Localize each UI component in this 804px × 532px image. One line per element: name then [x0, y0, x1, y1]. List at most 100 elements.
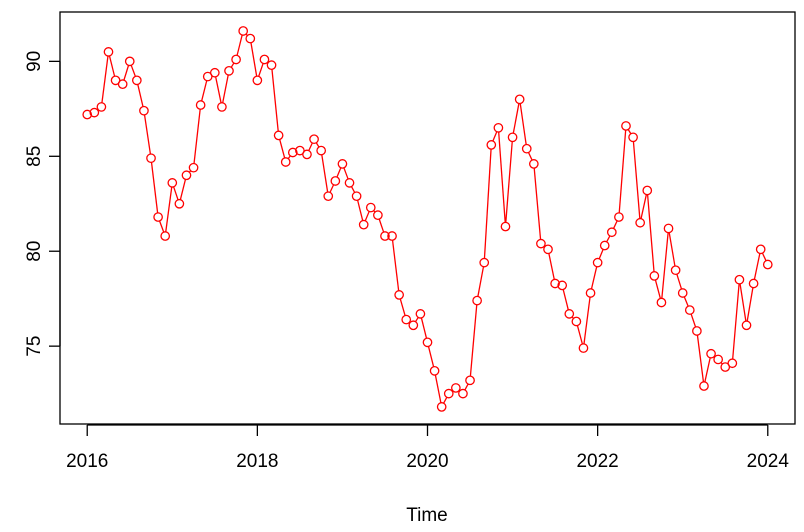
series-line-segment — [271, 69, 279, 132]
data-point — [117, 79, 128, 89]
series-line-segment — [512, 103, 520, 134]
data-point — [692, 326, 702, 336]
series-line-segment — [391, 240, 400, 291]
y-tick-label: 90 — [24, 51, 45, 72]
series-line-segment — [646, 194, 655, 272]
series-line-segment — [590, 266, 598, 290]
series-line-segment — [350, 186, 356, 193]
series-line-segment — [123, 65, 130, 81]
data-point — [146, 153, 156, 164]
series-line-segment — [753, 253, 761, 280]
data-point — [628, 132, 638, 143]
series-line-segment — [519, 103, 527, 145]
series-line-segment — [427, 346, 435, 367]
series-line-segment — [548, 253, 555, 280]
data-point — [96, 102, 107, 112]
series-line-segment — [583, 297, 591, 344]
data-point — [451, 383, 461, 393]
series-line-segment — [690, 313, 697, 328]
series-line-segment — [215, 76, 222, 103]
x-tick-label: 2022 — [576, 451, 618, 472]
data-point — [124, 56, 135, 67]
data-point — [273, 130, 284, 141]
series-line-segment — [258, 63, 264, 77]
data-point — [82, 109, 93, 120]
data-point — [458, 388, 468, 399]
series-line-segment — [165, 186, 173, 232]
series-line-segment — [613, 220, 618, 229]
series-line-segment — [696, 335, 705, 382]
series-line-segment — [477, 266, 485, 297]
data-point — [536, 238, 546, 249]
data-point — [621, 121, 631, 131]
series-line-segment — [598, 249, 604, 259]
x-tick-label: 2020 — [406, 451, 448, 472]
series-line-segment — [315, 142, 320, 148]
series-line-segment — [676, 274, 683, 290]
data-point — [521, 143, 532, 154]
series-line-segment — [746, 287, 754, 322]
series-line-segment — [173, 186, 179, 200]
data-point — [543, 244, 553, 255]
data-point — [209, 67, 220, 78]
y-tick-label: 85 — [24, 146, 45, 167]
data-point — [415, 309, 426, 319]
data-point — [394, 290, 404, 300]
x-tick-label: 2024 — [747, 451, 790, 472]
data-point — [351, 191, 362, 202]
series-line-segment — [236, 34, 243, 56]
data-point — [585, 288, 596, 298]
data-point — [642, 185, 653, 196]
data-point — [401, 314, 412, 325]
data-point — [266, 60, 277, 71]
series-line-segment — [201, 80, 208, 102]
series-line-segment — [492, 131, 498, 142]
data-point — [245, 33, 256, 44]
data-point — [103, 47, 114, 57]
data-point — [380, 231, 390, 241]
data-point — [479, 257, 490, 268]
data-point — [507, 132, 518, 143]
x-axis: 2016 2018 2020 2022 2024 — [66, 424, 790, 472]
series-line-segment — [179, 179, 187, 200]
series-line-segment — [498, 131, 506, 223]
series-line-segment — [222, 74, 229, 103]
x-tick-label: 2016 — [66, 451, 108, 472]
data-point — [287, 147, 298, 158]
data-point — [195, 100, 206, 110]
series-line-segment — [356, 200, 364, 221]
data-point — [599, 240, 610, 251]
data-point — [422, 337, 433, 348]
data-point — [699, 381, 709, 391]
series-line-segment — [364, 211, 370, 222]
data-point — [337, 159, 348, 169]
series-layer — [82, 26, 773, 412]
data-point — [373, 210, 383, 221]
data-point — [493, 122, 504, 133]
data-point — [727, 358, 738, 369]
data-point — [670, 265, 681, 276]
series-line-segment — [414, 317, 419, 323]
series-line-segment — [434, 374, 442, 403]
series-line-segment — [150, 162, 159, 213]
data-point — [684, 305, 695, 315]
series-line-segment — [230, 62, 235, 68]
data-point — [252, 75, 263, 86]
series-line-segment — [562, 289, 569, 310]
y-tick-label: 80 — [24, 241, 45, 262]
series-line-segment — [527, 152, 533, 161]
data-point — [635, 217, 646, 228]
data-point — [564, 309, 575, 319]
data-point — [762, 259, 773, 270]
data-point — [280, 157, 291, 167]
series-line-segment — [130, 65, 136, 77]
data-point — [677, 288, 688, 298]
data-point — [663, 223, 674, 234]
data-point — [238, 26, 249, 36]
series-line-segment — [704, 357, 711, 383]
data-point — [550, 278, 560, 289]
data-point — [259, 54, 270, 65]
series-line-segment — [533, 168, 542, 240]
data-point — [465, 375, 475, 386]
series-line-segment — [627, 129, 632, 135]
